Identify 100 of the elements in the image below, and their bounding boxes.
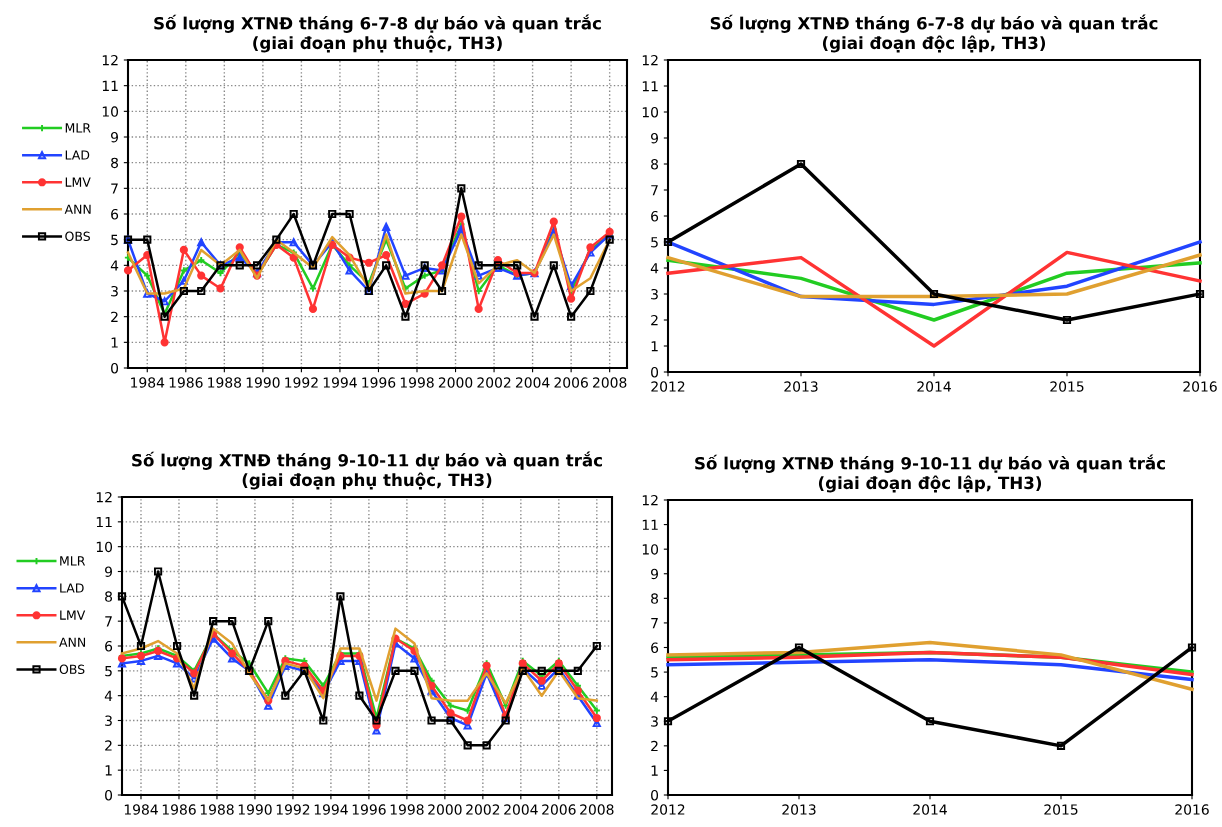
x-tick-label: 2014 [917,381,951,392]
y-tick-label: 5 [651,667,658,678]
y-tick-label: 5 [111,234,118,246]
chart-title: Số lượng XTNĐ tháng 6-7-8 dự báo và quan trắc (giai đoạn phụ thuộc, TH3) [154,14,601,53]
legend-label: MLR [65,123,91,133]
x-tick-label: 1994 [323,377,357,388]
y-tick-label: 4 [650,263,659,274]
legend-label: ANN [64,204,91,214]
y-tick-label: 3 [105,715,112,726]
x-tick-label: 1992 [276,804,310,815]
y-tick-label: 7 [111,183,118,194]
y-tick-label: 9 [111,131,118,143]
x-tick-label: 1998 [400,377,434,388]
x-tick-label: 2004 [504,804,538,815]
y-tick-label: 3 [111,285,118,297]
legend-label: ANN [59,637,86,647]
y-tick-label: 9 [651,132,658,144]
x-tick-label: 2013 [784,381,818,392]
x-tick-label: 2006 [542,804,576,815]
y-tick-label: 7 [651,618,658,629]
y-tick-label: 11 [642,519,658,530]
y-tick-label: 10 [96,541,113,553]
y-tick-label: 9 [105,566,112,577]
y-tick-label: 2 [111,311,118,322]
x-tick-label: 1990 [246,377,280,388]
y-tick-label: 0 [651,789,659,801]
x-tick-label: 2008 [593,377,627,388]
y-tick-label: 8 [651,158,659,170]
x-tick-label: 1990 [238,804,272,815]
y-tick-label: 1 [651,341,658,352]
y-tick-label: 8 [651,593,659,604]
x-tick-label: 2006 [554,377,588,388]
x-tick-label: 1996 [352,804,386,815]
y-tick-label: 12 [642,54,658,66]
chart-title: Số lượng XTNĐ tháng 6-7-8 dự báo và quan trắc (giai đoạn độc lập, TH3) [710,14,1158,53]
legend-label: LAD [60,583,84,593]
y-tick-label: 8 [105,591,113,602]
x-tick-label: 2014 [913,804,947,815]
y-tick-label: 0 [111,362,119,374]
x-tick-label: 2002 [477,377,511,388]
legend-label: OBS [59,664,85,675]
x-tick-label: 2016 [1175,804,1209,815]
y-tick-label: 6 [105,640,113,652]
x-tick-label: 1986 [162,804,196,815]
y-tick-label: 11 [96,516,112,528]
y-tick-label: 6 [651,642,659,653]
x-tick-label: 2000 [428,804,462,815]
y-tick-label: 2 [651,314,658,326]
x-tick-label: 1992 [285,377,318,388]
y-tick-label: 10 [642,544,659,555]
y-tick-label: 0 [651,366,659,378]
y-tick-label: 6 [651,210,659,222]
x-tick-label: 2004 [515,377,550,388]
y-tick-label: 12 [642,494,658,506]
x-tick-label: 1998 [390,804,424,815]
y-tick-label: 2 [105,740,112,751]
y-tick-label: 5 [105,665,112,677]
y-tick-label: 4 [104,690,113,701]
x-tick-label: 2015 [1050,381,1084,392]
x-tick-label: 2002 [466,804,500,815]
y-tick-label: 12 [96,491,112,503]
legend-label: MLR [60,556,86,566]
x-tick-label: 1988 [208,377,242,388]
x-tick-label: 1994 [314,804,348,815]
y-tick-label: 11 [642,81,658,92]
y-tick-label: 1 [651,765,658,776]
y-tick-label: 9 [651,568,658,580]
x-tick-label: 2000 [438,377,473,388]
y-tick-label: 5 [651,237,658,248]
x-tick-label: 2015 [1044,804,1078,815]
y-tick-label: 10 [642,106,659,118]
y-tick-label: 10 [102,106,119,117]
y-tick-label: 12 [102,54,118,66]
y-tick-label: 11 [102,80,118,91]
legend-label: LMV [60,610,86,620]
chart-title: Số lượng XTNĐ tháng 9-10-11 dự báo và quan trắc (giai đoạn độc lập, TH3) [695,454,1165,493]
x-tick-label: 2016 [1183,381,1217,392]
x-tick-label: 1996 [362,377,396,388]
x-tick-label: 1986 [169,377,203,388]
x-tick-label: 1984 [124,804,158,815]
y-tick-label: 4 [110,260,119,271]
y-tick-label: 3 [651,716,658,727]
chart-title: Số lượng XTNĐ tháng 9-10-11 dự báo và quan trắc (giai đoạn phụ thuộc, TH3) [132,451,602,490]
y-tick-label: 1 [105,765,112,776]
y-tick-label: 4 [650,691,659,702]
x-tick-label: 2013 [782,804,816,815]
y-tick-label: 7 [105,616,112,627]
y-tick-label: 7 [651,185,658,196]
legend-label: LMV [65,177,91,187]
legend-label: OBS [65,231,90,242]
y-tick-label: 2 [651,740,658,752]
legend-label: LAD [65,150,90,160]
x-tick-label: 2008 [580,804,614,815]
y-tick-label: 6 [111,208,119,220]
x-tick-label: 2012 [651,804,685,815]
y-tick-label: 1 [111,337,118,348]
y-tick-label: 3 [651,288,658,300]
y-tick-label: 0 [105,789,113,801]
y-tick-label: 8 [111,157,119,169]
x-tick-label: 2012 [651,381,685,392]
